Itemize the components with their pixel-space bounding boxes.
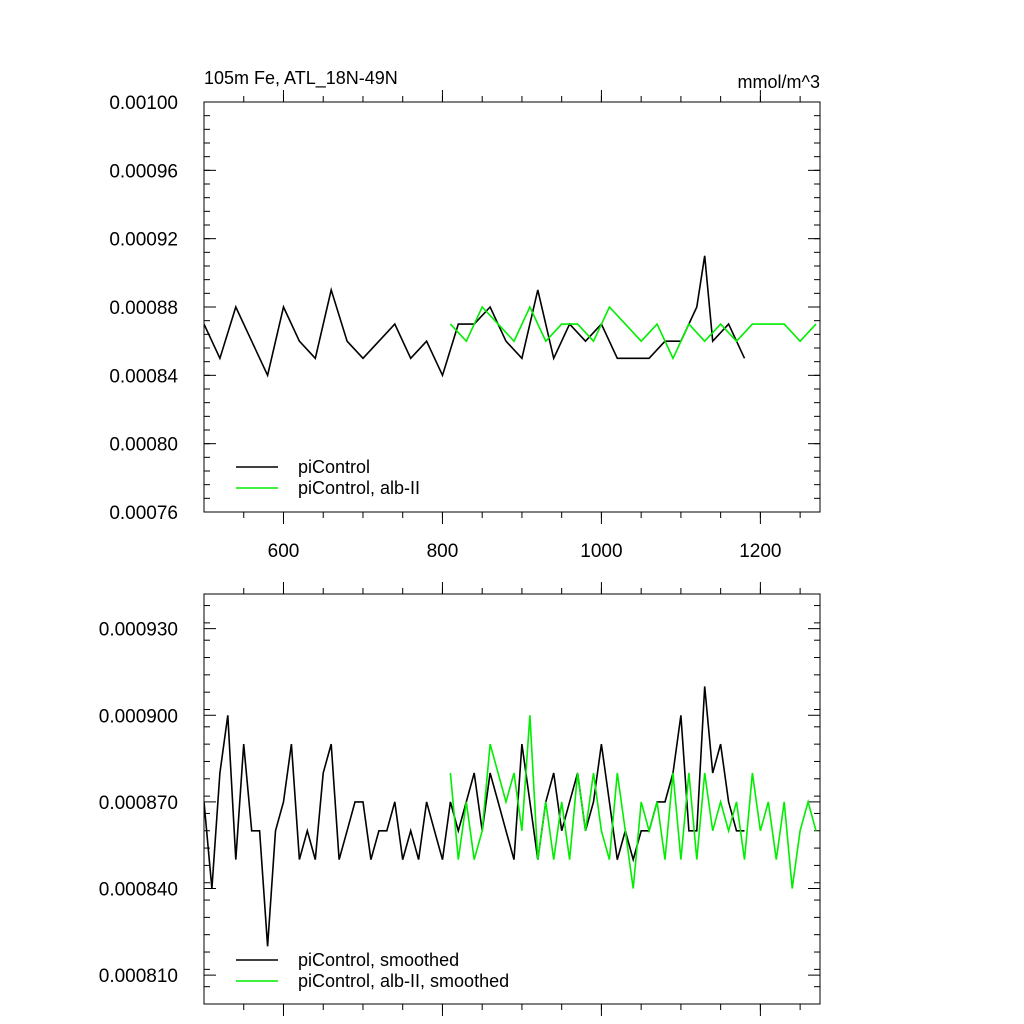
series-line-picontrol-alb-ii — [449, 305, 817, 361]
y-tick-label: 0.000930 — [99, 620, 178, 641]
y-tick-label: 0.00096 — [109, 161, 178, 182]
top-panel: 105m Fe, ATL_18N-49N mmol/m^3 0.000760.0… — [109, 68, 821, 562]
top-plot-area: 0.00076 0.00080 0.00084 0.00088 0.00092 0.000… — [109, 90, 821, 562]
legend-label: piControl, alb-II — [298, 478, 420, 498]
series-line-picontrol — [204, 255, 746, 378]
legend-label: piControl, smoothed — [298, 950, 459, 970]
y-tick-label: 0.00080 — [109, 435, 178, 456]
legend-label: piControl — [298, 457, 370, 477]
plot-frame — [203, 101, 821, 513]
x-tick-label: 600 — [268, 541, 300, 562]
top-panel-units: mmol/m^3 — [738, 72, 820, 92]
y-tick-label: 0.00084 — [109, 366, 178, 387]
y-tick-label: 0.00088 — [109, 298, 178, 319]
bottom-panel: 0.000810 0.000840 0.000870 0.000900 0.000930… — [99, 582, 821, 1016]
y-tick-label: 0.00100 — [109, 93, 178, 114]
x-tick-label: 1000 — [580, 541, 622, 562]
plot-frame — [203, 593, 821, 1005]
legend-label: piControl, alb-II, smoothed — [298, 971, 509, 991]
y-tick-label: 0.000900 — [99, 706, 178, 727]
y-tick-label: 0.000810 — [99, 966, 178, 987]
y-tick-label: 0.00076 — [109, 503, 178, 524]
bottom-plot-area: 0.000810 0.000840 0.000870 0.000900 0.000930… — [99, 582, 821, 1016]
series-line-picontrol — [204, 686, 745, 947]
series-line-picontrol-alb-ii — [449, 715, 817, 889]
x-tick-label: 800 — [427, 541, 459, 562]
y-tick-label: 0.000870 — [99, 793, 178, 814]
y-tick-label: 0.000840 — [99, 880, 178, 901]
y-tick-label: 0.00092 — [109, 230, 178, 251]
top-panel-title: 105m Fe, ATL_18N-49N — [204, 68, 398, 89]
x-tick-label: 1200 — [739, 541, 781, 562]
